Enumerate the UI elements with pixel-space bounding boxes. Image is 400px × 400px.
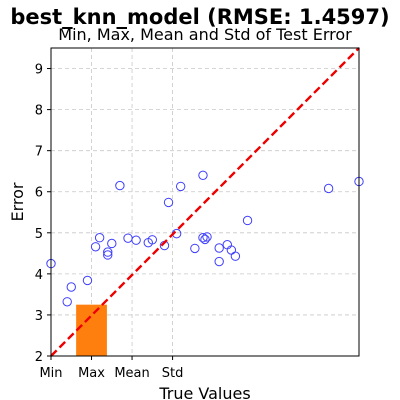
data-point [147,235,158,245]
data-point [202,232,212,242]
reference-line [50,47,360,357]
y-tick-label: 2 [35,350,43,365]
y-axis-label: Error [8,182,27,221]
data-point [200,234,210,245]
data-point [103,250,113,260]
y-tick-label: 6 [35,186,43,201]
x-axis-label: True Values [158,384,250,400]
data-point [123,233,133,243]
x-tick-label: Min [39,366,62,381]
data-point [230,251,241,261]
y-tick-label: 9 [35,63,43,78]
y-tick-label: 5 [35,227,43,242]
data-point [242,215,253,226]
data-point [214,243,224,253]
x-tick-label: Max [78,366,105,381]
y-tick-label: 3 [35,309,43,324]
data-point [115,180,125,191]
data-point [82,275,93,286]
data-point [198,233,208,243]
data-point [198,170,208,181]
chart-title: best_knn_model (RMSE: 1.4597) [10,5,389,29]
data-point [190,243,200,254]
y-tick-label: 8 [35,104,43,119]
x-tick-label: Mean [114,366,149,381]
data-point [66,282,76,292]
data-point [131,235,141,245]
data-point [94,233,105,243]
data-point [62,297,72,307]
y-tick-label: 7 [35,145,43,160]
data-point [323,183,334,194]
y-tick-label: 4 [35,268,43,283]
data-point [107,238,117,249]
plot-area: 2 3 4 5 6 7 8 9 Min Max Mean Std [35,47,364,381]
data-point [163,197,174,208]
data-point [90,242,101,252]
plot-frame [50,47,360,357]
data-point [222,240,232,250]
data-point [214,256,224,267]
data-point [226,245,237,255]
error-bar [76,304,107,356]
chart-subtitle: Min, Max, Mean and Std of Test Error [58,25,352,44]
x-tick-label: Std [162,366,184,381]
data-point [175,181,186,192]
data-point [103,247,113,257]
